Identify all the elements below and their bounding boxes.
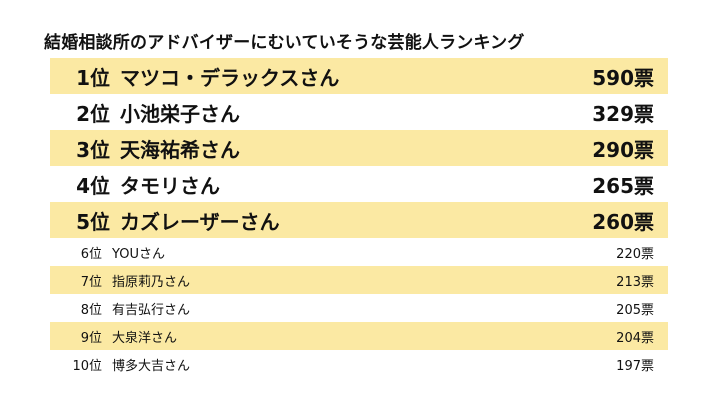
celebrity-name: カズレーザーさん — [120, 209, 280, 234]
rank-label: 7位 — [80, 274, 102, 290]
rank-label: 5位 — [76, 209, 110, 234]
celebrity-name: タモリさん — [120, 173, 220, 198]
vote-count: 260票 — [592, 209, 654, 234]
vote-count: 213票 — [616, 274, 654, 290]
ranking-row-6: 6位 YOUさん 220票 — [50, 238, 668, 266]
ranking-table: 1位 マツコ・デラックスさん 590票 2位 小池栄子さん 329票 3位 天海… — [50, 58, 668, 378]
ranking-row-7: 7位 指原莉乃さん 213票 — [50, 266, 668, 294]
vote-count: 220票 — [616, 246, 654, 262]
celebrity-name: 小池栄子さん — [120, 101, 240, 126]
celebrity-name: 天海祐希さん — [120, 137, 240, 162]
ranking-row-5: 5位 カズレーザーさん 260票 — [50, 202, 668, 238]
celebrity-name: YOUさん — [112, 246, 165, 262]
vote-count: 265票 — [592, 173, 654, 198]
ranking-row-9: 9位 大泉洋さん 204票 — [50, 322, 668, 350]
vote-count: 590票 — [592, 65, 654, 90]
rank-label: 10位 — [72, 358, 102, 374]
ranking-row-4: 4位 タモリさん 265票 — [50, 166, 668, 202]
rank-label: 8位 — [80, 302, 102, 318]
vote-count: 197票 — [616, 358, 654, 374]
ranking-row-2: 2位 小池栄子さん 329票 — [50, 94, 668, 130]
ranking-row-8: 8位 有吉弘行さん 205票 — [50, 294, 668, 322]
rank-label: 2位 — [76, 101, 110, 126]
ranking-row-1: 1位 マツコ・デラックスさん 590票 — [50, 58, 668, 94]
celebrity-name: 大泉洋さん — [112, 330, 178, 346]
rank-label: 6位 — [80, 246, 102, 262]
ranking-row-3: 3位 天海祐希さん 290票 — [50, 130, 668, 166]
vote-count: 329票 — [592, 101, 654, 126]
celebrity-name: 博多大吉さん — [112, 358, 191, 374]
vote-count: 204票 — [616, 330, 654, 346]
rank-label: 9位 — [80, 330, 102, 346]
ranking-row-10: 10位 博多大吉さん 197票 — [50, 350, 668, 378]
rank-label: 3位 — [76, 137, 110, 162]
celebrity-name: 有吉弘行さん — [112, 302, 191, 318]
celebrity-name: マツコ・デラックスさん — [120, 65, 340, 90]
celebrity-name: 指原莉乃さん — [112, 274, 191, 290]
vote-count: 205票 — [616, 302, 654, 318]
vote-count: 290票 — [592, 137, 654, 162]
rank-label: 1位 — [76, 65, 110, 90]
rank-label: 4位 — [76, 173, 110, 198]
page-title: 結婚相談所のアドバイザーにむいていそうな芸能人ランキング — [44, 33, 525, 53]
